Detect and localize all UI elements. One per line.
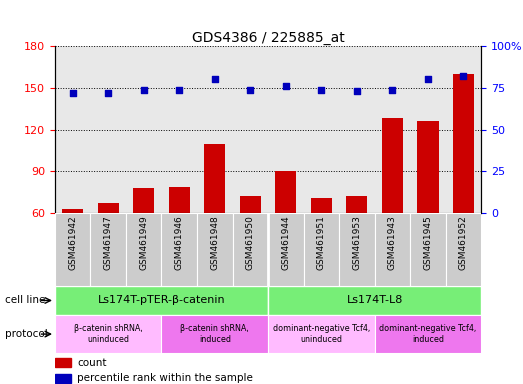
Bar <box>97 204 119 297</box>
Bar <box>233 213 268 286</box>
Bar <box>62 209 83 297</box>
Bar <box>446 213 481 286</box>
Bar <box>55 315 162 353</box>
Text: GSM461950: GSM461950 <box>246 215 255 270</box>
Bar <box>268 286 481 315</box>
Point <box>104 90 112 96</box>
Bar <box>55 213 90 286</box>
Point <box>69 90 77 96</box>
Text: GSM461948: GSM461948 <box>210 215 219 270</box>
Text: cell line: cell line <box>5 295 46 306</box>
Bar <box>90 213 126 286</box>
Text: GSM461951: GSM461951 <box>317 215 326 270</box>
Bar <box>275 171 297 297</box>
Point <box>317 86 325 93</box>
Bar <box>268 213 303 286</box>
Bar <box>339 213 374 286</box>
Bar <box>382 118 403 297</box>
Point <box>175 86 184 93</box>
Bar <box>410 213 446 286</box>
Bar <box>311 198 332 297</box>
Text: protocol: protocol <box>5 329 48 339</box>
Bar <box>55 359 71 367</box>
Text: percentile rank within the sample: percentile rank within the sample <box>77 374 253 384</box>
Bar <box>374 213 410 286</box>
Point <box>281 83 290 89</box>
Bar <box>374 315 481 353</box>
Bar <box>204 144 225 297</box>
Text: Ls174T-L8: Ls174T-L8 <box>346 295 403 306</box>
Bar <box>240 197 261 297</box>
Point <box>459 73 468 79</box>
Point <box>388 86 396 93</box>
Point <box>211 76 219 83</box>
Bar <box>453 74 474 297</box>
Text: GSM461949: GSM461949 <box>139 215 148 270</box>
Point <box>140 86 148 93</box>
Text: GSM461953: GSM461953 <box>353 215 361 270</box>
Point <box>246 86 255 93</box>
Bar <box>126 213 162 286</box>
Bar <box>162 315 268 353</box>
Text: GSM461947: GSM461947 <box>104 215 112 270</box>
Text: β-catenin shRNA,
uninduced: β-catenin shRNA, uninduced <box>74 324 143 344</box>
Text: Ls174T-pTER-β-catenin: Ls174T-pTER-β-catenin <box>98 295 225 306</box>
Bar <box>162 213 197 286</box>
Point <box>424 76 432 83</box>
Text: GSM461942: GSM461942 <box>68 215 77 270</box>
Text: dominant-negative Tcf4,
induced: dominant-negative Tcf4, induced <box>379 324 476 344</box>
Bar <box>303 213 339 286</box>
Bar <box>417 121 438 297</box>
Text: count: count <box>77 358 107 368</box>
Text: β-catenin shRNA,
induced: β-catenin shRNA, induced <box>180 324 249 344</box>
Title: GDS4386 / 225885_at: GDS4386 / 225885_at <box>191 31 345 45</box>
Bar <box>168 187 190 297</box>
Point <box>353 88 361 94</box>
Text: dominant-negative Tcf4,
uninduced: dominant-negative Tcf4, uninduced <box>272 324 370 344</box>
Bar <box>55 374 71 383</box>
Text: GSM461943: GSM461943 <box>388 215 397 270</box>
Bar <box>197 213 233 286</box>
Bar <box>268 315 374 353</box>
Bar <box>133 188 154 297</box>
Text: GSM461946: GSM461946 <box>175 215 184 270</box>
Bar <box>55 286 268 315</box>
Text: GSM461952: GSM461952 <box>459 215 468 270</box>
Text: GSM461945: GSM461945 <box>424 215 433 270</box>
Text: GSM461944: GSM461944 <box>281 215 290 270</box>
Bar <box>346 197 368 297</box>
